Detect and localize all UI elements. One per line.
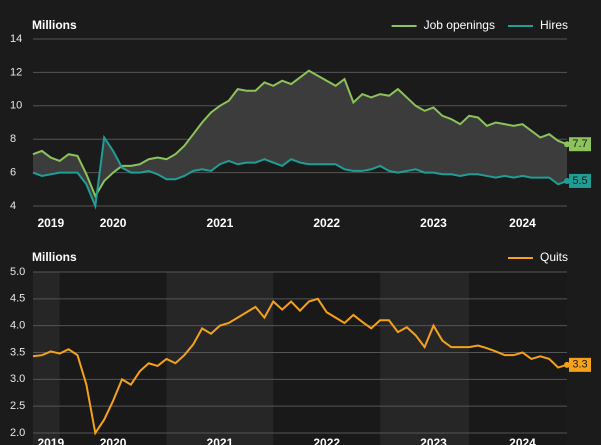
x-tick-label: 2024 <box>509 436 536 445</box>
y-tick-label: 4.5 <box>10 293 25 305</box>
x-tick-label: 2023 <box>420 216 447 230</box>
end-label-box <box>569 137 591 152</box>
y-tick-label: 14 <box>10 33 22 45</box>
end-label-box <box>569 357 591 372</box>
y-axis-label: Millions <box>32 18 77 32</box>
line <box>32 297 568 436</box>
x-tick-label: 2021 <box>207 216 234 230</box>
end-point <box>564 361 570 368</box>
end-label: 5.5 <box>572 175 587 187</box>
end-label: 3.3 <box>572 359 587 371</box>
year-band <box>33 272 60 445</box>
x-tick-label: 2020 <box>100 436 127 445</box>
x-tick-label: 2019 <box>37 436 64 445</box>
line <box>32 134 568 210</box>
y-tick-label: 4.0 <box>10 320 25 332</box>
legend-label: Job openings <box>424 18 495 32</box>
year-band <box>380 272 470 445</box>
year-band <box>59 272 167 445</box>
y-tick-label: 12 <box>10 66 22 78</box>
y-tick-label: 10 <box>10 100 22 112</box>
y-tick-label: 3.5 <box>10 346 25 358</box>
x-tick-label: 2022 <box>313 216 340 230</box>
y-tick-label: 2.0 <box>10 427 25 439</box>
x-tick-label: 2019 <box>37 216 64 230</box>
x-tick-label: 2020 <box>100 216 127 230</box>
legend-label: Hires <box>540 18 568 32</box>
end-label: 7.7 <box>572 138 587 150</box>
x-tick-label: 2023 <box>420 436 447 445</box>
end-point <box>564 141 570 148</box>
y-tick-label: 6 <box>10 167 16 179</box>
year-band <box>469 272 567 445</box>
x-tick-label: 2021 <box>207 436 234 445</box>
x-tick-label: 2022 <box>313 436 340 445</box>
year-band <box>273 272 381 445</box>
y-tick-label: 4 <box>10 200 16 212</box>
y-tick-label: 8 <box>10 133 16 145</box>
y-axis-label: Millions <box>32 250 77 264</box>
y-tick-label: 2.5 <box>10 400 25 412</box>
end-label-box <box>569 173 591 188</box>
y-tick-label: 3.0 <box>10 373 25 385</box>
y-tick-label: 5.0 <box>10 266 25 278</box>
legend-label: Quits <box>540 250 568 264</box>
year-band <box>166 272 274 445</box>
area-between <box>33 70 567 206</box>
end-point <box>564 177 570 184</box>
x-tick-label: 2024 <box>509 216 536 230</box>
